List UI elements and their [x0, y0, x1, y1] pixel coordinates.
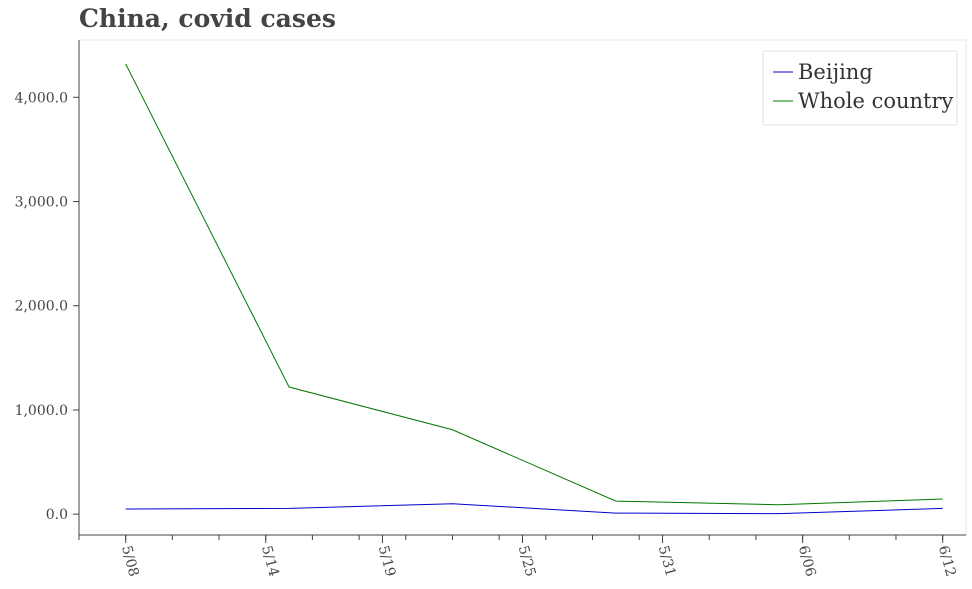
legend-box — [762, 50, 958, 126]
x-tick-label: 5/25 — [515, 544, 539, 579]
x-axis: 5/08 5/14 5/19 5/25 5/31 6/06 6/12 — [78, 535, 959, 579]
y-tick-label: 0.0 — [46, 507, 68, 523]
y-tick-label: 2,000.0 — [15, 299, 68, 315]
y-tick-label: 3,000.0 — [15, 195, 68, 211]
x-tick-label: 5/19 — [375, 544, 399, 579]
x-tick-label: 5/31 — [655, 544, 679, 579]
legend: Beijing Whole country — [762, 50, 958, 126]
y-tick-label: 1,000.0 — [15, 403, 68, 419]
legend-label-beijing: Beijing — [798, 60, 873, 84]
chart-title: China, covid cases — [79, 4, 336, 33]
x-tick-label: 5/08 — [118, 544, 142, 579]
x-tick-label: 5/14 — [258, 544, 282, 579]
y-axis: 0.0 1,000.0 2,000.0 3,000.0 4,000.0 — [15, 90, 79, 523]
x-tick-label: 6/06 — [795, 544, 819, 579]
series-line-beijing — [125, 503, 943, 515]
legend-label-whole-country: Whole country — [798, 89, 954, 113]
x-tick-label: 6/12 — [935, 544, 959, 579]
series-line-whole-country — [125, 63, 943, 506]
series-layer — [125, 63, 943, 515]
y-tick-label: 4,000.0 — [15, 90, 68, 106]
